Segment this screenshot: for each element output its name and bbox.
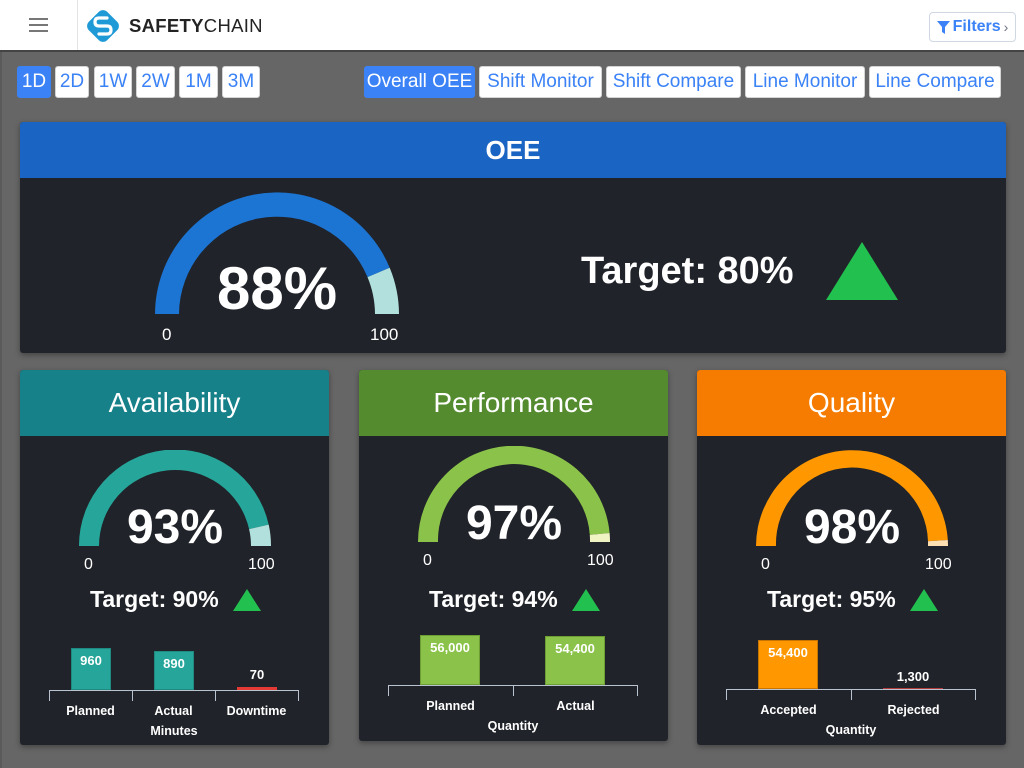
hamburger-icon (29, 18, 48, 32)
top-bar: SAFETYCHAIN Filters › (0, 0, 1024, 52)
category-label: Rejected (887, 703, 940, 717)
oee-gauge-max: 100 (370, 325, 399, 344)
x-axis (726, 689, 976, 700)
range-button-1w[interactable]: 1W (94, 66, 132, 98)
availability-gauge-min: 0 (84, 556, 93, 573)
quality-gauge: 98% 0 100 (755, 450, 952, 580)
quality-gauge-min: 0 (761, 556, 770, 573)
availability-target-text: Target: 90% (90, 586, 219, 612)
tab-shift-monitor[interactable]: Shift Monitor (479, 66, 602, 98)
quality-card: Quality 98% 0 100 Target: 95% 54,400 1,3… (697, 370, 1006, 745)
oee-gauge-min: 0 (162, 325, 172, 344)
oee-gauge: 88% 0 100 (154, 192, 400, 344)
oee-target: Target: 80% (581, 242, 898, 300)
axis-title: Quantity (487, 719, 539, 733)
performance-bar-chart: 56,000 54,400 Planned Actual Quantity (388, 632, 638, 733)
range-button-1m[interactable]: 1M (179, 66, 218, 98)
availability-card-title: Availability (20, 370, 329, 436)
filters-label: Filters (952, 18, 1001, 35)
bar-value: 960 (80, 653, 102, 668)
category-label: Actual (556, 699, 595, 713)
availability-target: Target: 90% (90, 586, 261, 613)
availability-value: 93% (126, 501, 224, 554)
tab-line-compare[interactable]: Line Compare (869, 66, 1001, 98)
quality-target-text: Target: 95% (767, 586, 896, 612)
category-label: Accepted (760, 703, 817, 717)
range-button-1d[interactable]: 1D (17, 66, 51, 98)
quality-bar-chart: 54,400 1,300 Accepted Rejected Quantity (726, 638, 976, 738)
quality-gauge-arc (756, 450, 948, 546)
quality-gauge-max: 100 (925, 556, 952, 573)
category-label: Planned (426, 699, 475, 713)
bar-value: 890 (163, 656, 185, 671)
availability-bar-chart: 960 890 70 Planned Actual Downtime Minut… (49, 648, 299, 738)
oee-card: OEE 88% 0 100 Target: 80% (20, 122, 1006, 353)
bar-actual[interactable]: 890 (154, 651, 194, 690)
menu-button[interactable] (0, 0, 78, 50)
funnel-icon (936, 20, 950, 34)
x-axis (49, 690, 299, 701)
brand-logo[interactable]: SAFETYCHAIN (86, 9, 263, 43)
availability-gauge-max: 100 (248, 556, 275, 573)
axis-title: Quantity (825, 723, 877, 737)
bar-planned[interactable]: 960 (71, 648, 111, 690)
chevron-right-icon: › (1003, 19, 1009, 35)
tab-shift-compare[interactable]: Shift Compare (606, 66, 741, 98)
quality-target: Target: 95% (767, 586, 938, 613)
bar-value: 56,000 (430, 640, 470, 655)
range-button-2w[interactable]: 2W (136, 66, 175, 98)
trend-up-icon (571, 588, 600, 611)
category-label: Planned (66, 704, 115, 718)
oee-card-title: OEE (20, 122, 1006, 178)
trend-up-icon (825, 242, 898, 300)
category-label: Actual (154, 704, 193, 718)
quality-card-title: Quality (697, 370, 1006, 436)
filters-button[interactable]: Filters › (929, 12, 1016, 42)
category-label: Downtime (226, 704, 287, 718)
range-button-2d[interactable]: 2D (55, 66, 89, 98)
availability-gauge-arc (78, 450, 272, 546)
bar-actual[interactable]: 54,400 (545, 636, 605, 685)
performance-value: 97% (465, 497, 563, 550)
bar-accepted[interactable]: 54,400 (758, 640, 818, 689)
availability-gauge: 93% 0 100 (78, 450, 275, 580)
bar-rejected[interactable]: 1,300 (883, 669, 943, 689)
bar-value: 54,400 (555, 641, 595, 656)
bar-value: 70 (249, 667, 265, 682)
page-edge (0, 52, 2, 768)
safetychain-logo-icon (87, 10, 119, 42)
performance-card: Performance 97% 0 100 Target: 94% 56,000… (359, 370, 668, 741)
performance-card-title: Performance (359, 370, 668, 436)
range-button-3m[interactable]: 3M (222, 66, 260, 98)
axis-title: Minutes (150, 724, 198, 738)
availability-card: Availability 93% 0 100 Target: 90% 960 8… (20, 370, 329, 745)
oee-value: 88% (216, 255, 338, 322)
bar-planned[interactable]: 56,000 (420, 635, 480, 685)
performance-target-text: Target: 94% (429, 586, 558, 612)
bar-value: 1,300 (896, 669, 930, 684)
tab-overall-oee[interactable]: Overall OEE (364, 66, 475, 98)
trend-up-icon (909, 588, 938, 611)
performance-gauge-min: 0 (423, 552, 432, 569)
oee-gauge-arc (155, 192, 399, 314)
trend-up-icon (232, 588, 261, 611)
bar-downtime[interactable]: 70 (237, 667, 277, 690)
oee-target-text: Target: 80% (581, 249, 794, 292)
brand-name: SAFETYCHAIN (129, 15, 263, 36)
performance-target: Target: 94% (429, 586, 600, 613)
bar-value: 54,400 (768, 645, 808, 660)
quality-value: 98% (803, 501, 901, 554)
x-axis (388, 685, 638, 696)
performance-gauge-max: 100 (587, 552, 614, 569)
performance-gauge: 97% 0 100 (417, 446, 614, 576)
performance-gauge-arc (417, 446, 611, 542)
tab-line-monitor[interactable]: Line Monitor (745, 66, 865, 98)
